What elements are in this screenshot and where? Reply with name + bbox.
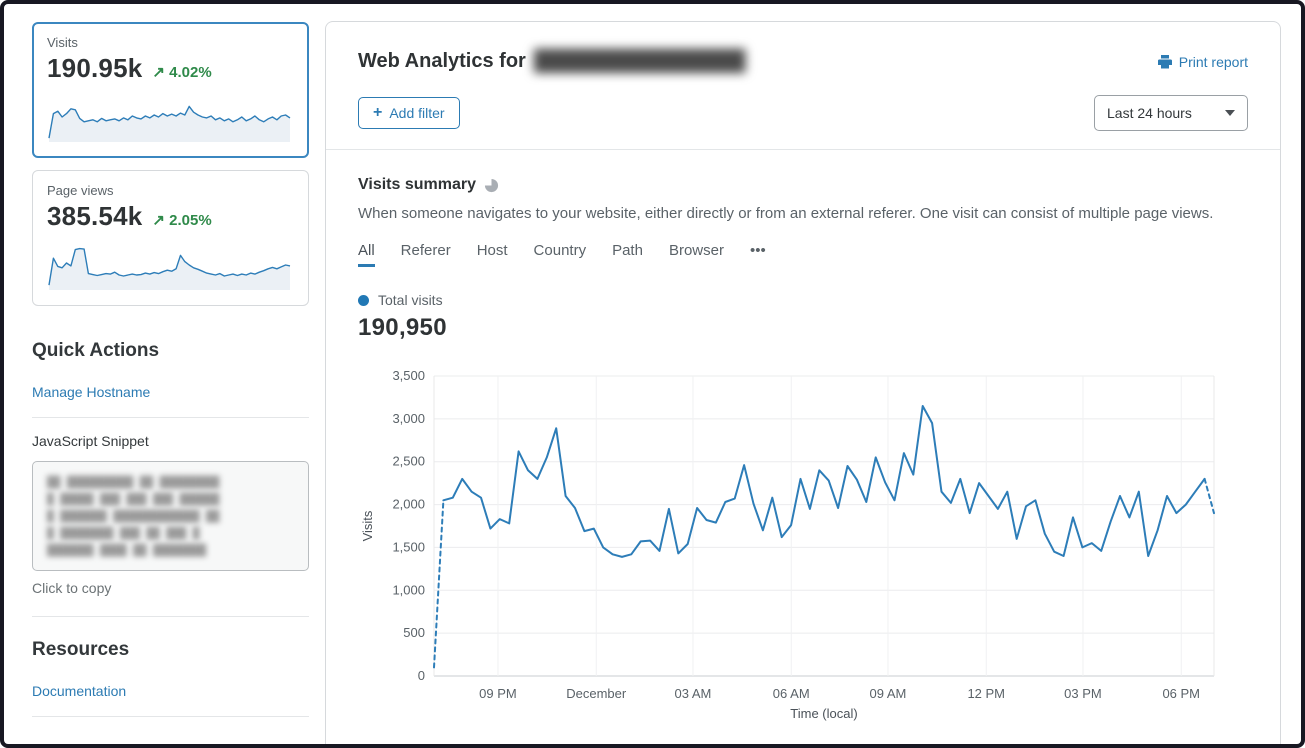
divider bbox=[32, 716, 309, 717]
divider bbox=[32, 417, 309, 418]
visits-summary-description: When someone navigates to your website, … bbox=[358, 205, 1214, 222]
time-range-select[interactable]: Last 24 hours bbox=[1094, 95, 1248, 131]
svg-text:1,500: 1,500 bbox=[392, 539, 425, 554]
svg-text:09 PM: 09 PM bbox=[479, 686, 517, 701]
snippet-code-box[interactable]: ██ ██████████ ██ █████████ █ █████ ███ ██… bbox=[32, 461, 309, 571]
printer-icon bbox=[1157, 54, 1173, 70]
chart-line-dashed-start bbox=[433, 499, 445, 669]
chart-legend: Total visits bbox=[358, 292, 1248, 308]
svg-text:Visits: Visits bbox=[360, 510, 375, 541]
print-report-button[interactable]: Print report bbox=[1157, 54, 1248, 70]
svg-text:09 AM: 09 AM bbox=[870, 686, 907, 701]
visits-sparkline bbox=[47, 88, 294, 149]
visits-line-chart: 0 500 1,000 1,500 2,000 2,500 3,000 3,500 09 PM D… bbox=[358, 364, 1248, 731]
trend-up-delta: ↗ 2.05% bbox=[152, 212, 212, 229]
svg-text:2,000: 2,000 bbox=[392, 497, 425, 512]
tab-path[interactable]: Path bbox=[612, 242, 643, 259]
divider bbox=[326, 149, 1280, 150]
chart-line bbox=[442, 405, 1206, 558]
tab-more[interactable]: ••• bbox=[749, 242, 766, 259]
plus-icon: + bbox=[373, 104, 383, 121]
documentation-link[interactable]: Documentation bbox=[32, 683, 127, 699]
metric-label: Page views bbox=[47, 183, 114, 198]
page-views-sparkline bbox=[47, 236, 294, 297]
manage-hostname-link[interactable]: Manage Hostname bbox=[32, 384, 151, 400]
help-icon[interactable] bbox=[484, 178, 499, 193]
total-visits-value: 190,950 bbox=[358, 314, 447, 341]
redacted-domain: ████████████████ bbox=[533, 50, 746, 72]
metric-label: Visits bbox=[47, 35, 78, 50]
svg-text:500: 500 bbox=[403, 625, 425, 640]
svg-text:December: December bbox=[566, 686, 627, 701]
main-panel: Web Analytics for ████████████████ Print… bbox=[325, 21, 1281, 744]
resources-heading: Resources bbox=[32, 639, 130, 660]
svg-text:06 PM: 06 PM bbox=[1162, 686, 1200, 701]
tab-all[interactable]: All bbox=[358, 242, 375, 267]
tab-host[interactable]: Host bbox=[476, 242, 508, 259]
tab-browser[interactable]: Browser bbox=[668, 242, 724, 259]
svg-text:03 PM: 03 PM bbox=[1064, 686, 1102, 701]
svg-text:3,500: 3,500 bbox=[392, 368, 425, 383]
svg-text:06 AM: 06 AM bbox=[773, 686, 810, 701]
metric-value: 190.95k bbox=[47, 53, 143, 83]
chart-line-dashed-end bbox=[1203, 477, 1215, 515]
trend-up-delta: ↗ 4.02% bbox=[152, 64, 212, 81]
legend-label: Total visits bbox=[378, 292, 443, 308]
tab-country[interactable]: Country bbox=[533, 242, 587, 259]
svg-text:2,500: 2,500 bbox=[392, 454, 425, 469]
summary-tabs: All Referer Host Country Path Browser ••• bbox=[358, 242, 1248, 268]
svg-text:1,000: 1,000 bbox=[392, 582, 425, 597]
divider bbox=[32, 616, 309, 617]
click-to-copy-hint: Click to copy bbox=[32, 580, 112, 596]
javascript-snippet-label: JavaScript Snippet bbox=[32, 433, 149, 449]
svg-text:Time (local): Time (local) bbox=[790, 706, 857, 721]
add-filter-button[interactable]: + Add filter bbox=[358, 97, 460, 129]
svg-text:03 AM: 03 AM bbox=[675, 686, 712, 701]
tab-referer[interactable]: Referer bbox=[400, 242, 451, 259]
metric-card-visits[interactable]: Visits 190.95k ↗ 4.02% bbox=[32, 22, 309, 158]
legend-dot-icon bbox=[358, 294, 369, 306]
trend-up-arrow-icon: ↗ bbox=[152, 64, 165, 81]
metric-value: 385.54k bbox=[47, 201, 143, 231]
svg-text:12 PM: 12 PM bbox=[967, 686, 1005, 701]
visits-summary-title: Visits summary bbox=[358, 176, 476, 193]
svg-text:0: 0 bbox=[418, 668, 425, 683]
trend-up-arrow-icon: ↗ bbox=[152, 212, 165, 229]
chevron-down-icon bbox=[1225, 110, 1235, 116]
svg-text:3,000: 3,000 bbox=[392, 411, 425, 426]
metric-card-page-views[interactable]: Page views 385.54k ↗ 2.05% bbox=[32, 170, 309, 306]
sidebar: Visits 190.95k ↗ 4.02% Page views 385.54… bbox=[4, 4, 325, 744]
page-title: Web Analytics for ████████████████ bbox=[358, 50, 746, 72]
quick-actions-heading: Quick Actions bbox=[32, 340, 160, 361]
